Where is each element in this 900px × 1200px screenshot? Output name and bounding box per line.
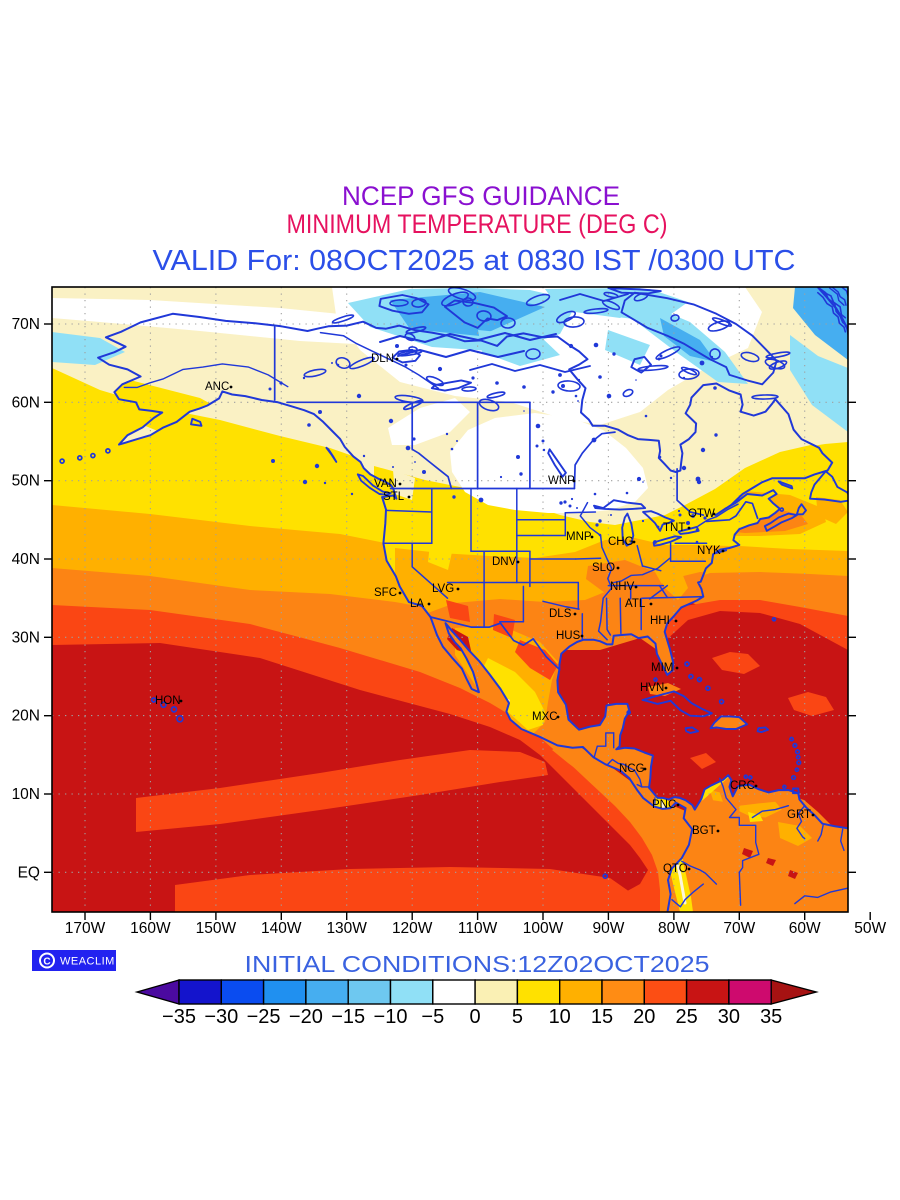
svg-text:40N: 40N <box>12 551 40 568</box>
svg-text:70W: 70W <box>723 920 755 937</box>
svg-text:−10: −10 <box>374 1006 408 1028</box>
svg-text:C: C <box>43 957 50 968</box>
svg-text:MNP: MNP <box>566 531 592 543</box>
svg-text:60W: 60W <box>789 920 821 937</box>
svg-text:ATL: ATL <box>625 598 646 610</box>
svg-text:GRT: GRT <box>787 809 811 821</box>
svg-text:170W: 170W <box>65 920 106 937</box>
svg-text:25: 25 <box>675 1006 697 1028</box>
svg-text:LA: LA <box>410 598 424 610</box>
svg-text:PNC: PNC <box>652 799 676 811</box>
svg-text:35: 35 <box>760 1006 782 1028</box>
svg-text:10: 10 <box>549 1006 571 1028</box>
svg-text:MINIMUM TEMPERATURE (DEG C): MINIMUM TEMPERATURE (DEG C) <box>287 209 668 239</box>
svg-text:15: 15 <box>591 1006 613 1028</box>
svg-text:CHG: CHG <box>608 536 634 548</box>
svg-text:OTW: OTW <box>688 508 715 520</box>
svg-text:ANC: ANC <box>205 381 229 393</box>
svg-text:MIM: MIM <box>651 662 673 674</box>
svg-text:60N: 60N <box>12 394 40 411</box>
svg-text:CRC: CRC <box>730 780 755 792</box>
svg-text:−25: −25 <box>247 1006 281 1028</box>
svg-text:−5: −5 <box>421 1006 444 1028</box>
svg-text:TNT: TNT <box>663 522 685 534</box>
svg-text:VALID For: 08OCT2025 at 0830 I: VALID For: 08OCT2025 at 0830 IST /0300 U… <box>153 245 796 277</box>
svg-text:INITIAL CONDITIONS:12Z02OCT20: INITIAL CONDITIONS:12Z02OCT2025 <box>245 951 710 977</box>
svg-text:BGT: BGT <box>692 825 716 837</box>
svg-text:20: 20 <box>633 1006 655 1028</box>
svg-text:VAN: VAN <box>374 478 397 490</box>
svg-text:EQ: EQ <box>18 864 40 881</box>
svg-text:50N: 50N <box>12 473 40 490</box>
svg-text:HON: HON <box>155 695 181 707</box>
svg-text:90W: 90W <box>592 920 624 937</box>
svg-text:140W: 140W <box>261 920 302 937</box>
svg-text:50W: 50W <box>854 920 886 937</box>
svg-text:110W: 110W <box>458 920 498 937</box>
svg-text:HHI: HHI <box>650 615 670 627</box>
svg-text:80W: 80W <box>658 920 690 937</box>
svg-text:150W: 150W <box>196 920 237 937</box>
svg-text:5: 5 <box>512 1006 523 1028</box>
svg-text:NHV: NHV <box>610 581 635 593</box>
svg-text:−20: −20 <box>289 1006 323 1028</box>
svg-text:−35: −35 <box>162 1006 196 1028</box>
svg-text:130W: 130W <box>326 920 367 937</box>
svg-text:−30: −30 <box>204 1006 238 1028</box>
svg-text:30: 30 <box>718 1006 740 1028</box>
svg-text:DLN: DLN <box>371 353 394 365</box>
svg-text:WEACLIM: WEACLIM <box>60 956 115 968</box>
svg-text:SLO: SLO <box>592 562 615 574</box>
svg-text:120W: 120W <box>392 920 433 937</box>
svg-text:WNP: WNP <box>548 475 575 487</box>
svg-text:0: 0 <box>470 1006 481 1028</box>
svg-text:20N: 20N <box>12 708 40 725</box>
svg-text:STL: STL <box>383 491 405 503</box>
svg-text:30N: 30N <box>12 629 40 646</box>
svg-text:10N: 10N <box>12 786 40 803</box>
svg-text:160W: 160W <box>130 920 171 937</box>
svg-text:SFC: SFC <box>374 587 397 599</box>
svg-text:70N: 70N <box>12 316 40 333</box>
svg-text:NCEP GFS GUIDANCE: NCEP GFS GUIDANCE <box>342 181 620 211</box>
svg-text:LVG: LVG <box>432 583 454 595</box>
svg-text:QTO: QTO <box>663 863 688 875</box>
svg-text:NYK: NYK <box>697 545 721 557</box>
svg-text:DNV: DNV <box>492 556 517 568</box>
svg-text:100W: 100W <box>523 920 564 937</box>
svg-text:−15: −15 <box>331 1006 365 1028</box>
svg-text:MXC: MXC <box>532 711 558 723</box>
svg-text:HUS: HUS <box>556 630 581 642</box>
svg-text:HVN: HVN <box>640 682 664 694</box>
svg-text:NCG: NCG <box>619 763 645 775</box>
svg-text:DLS: DLS <box>549 608 572 620</box>
